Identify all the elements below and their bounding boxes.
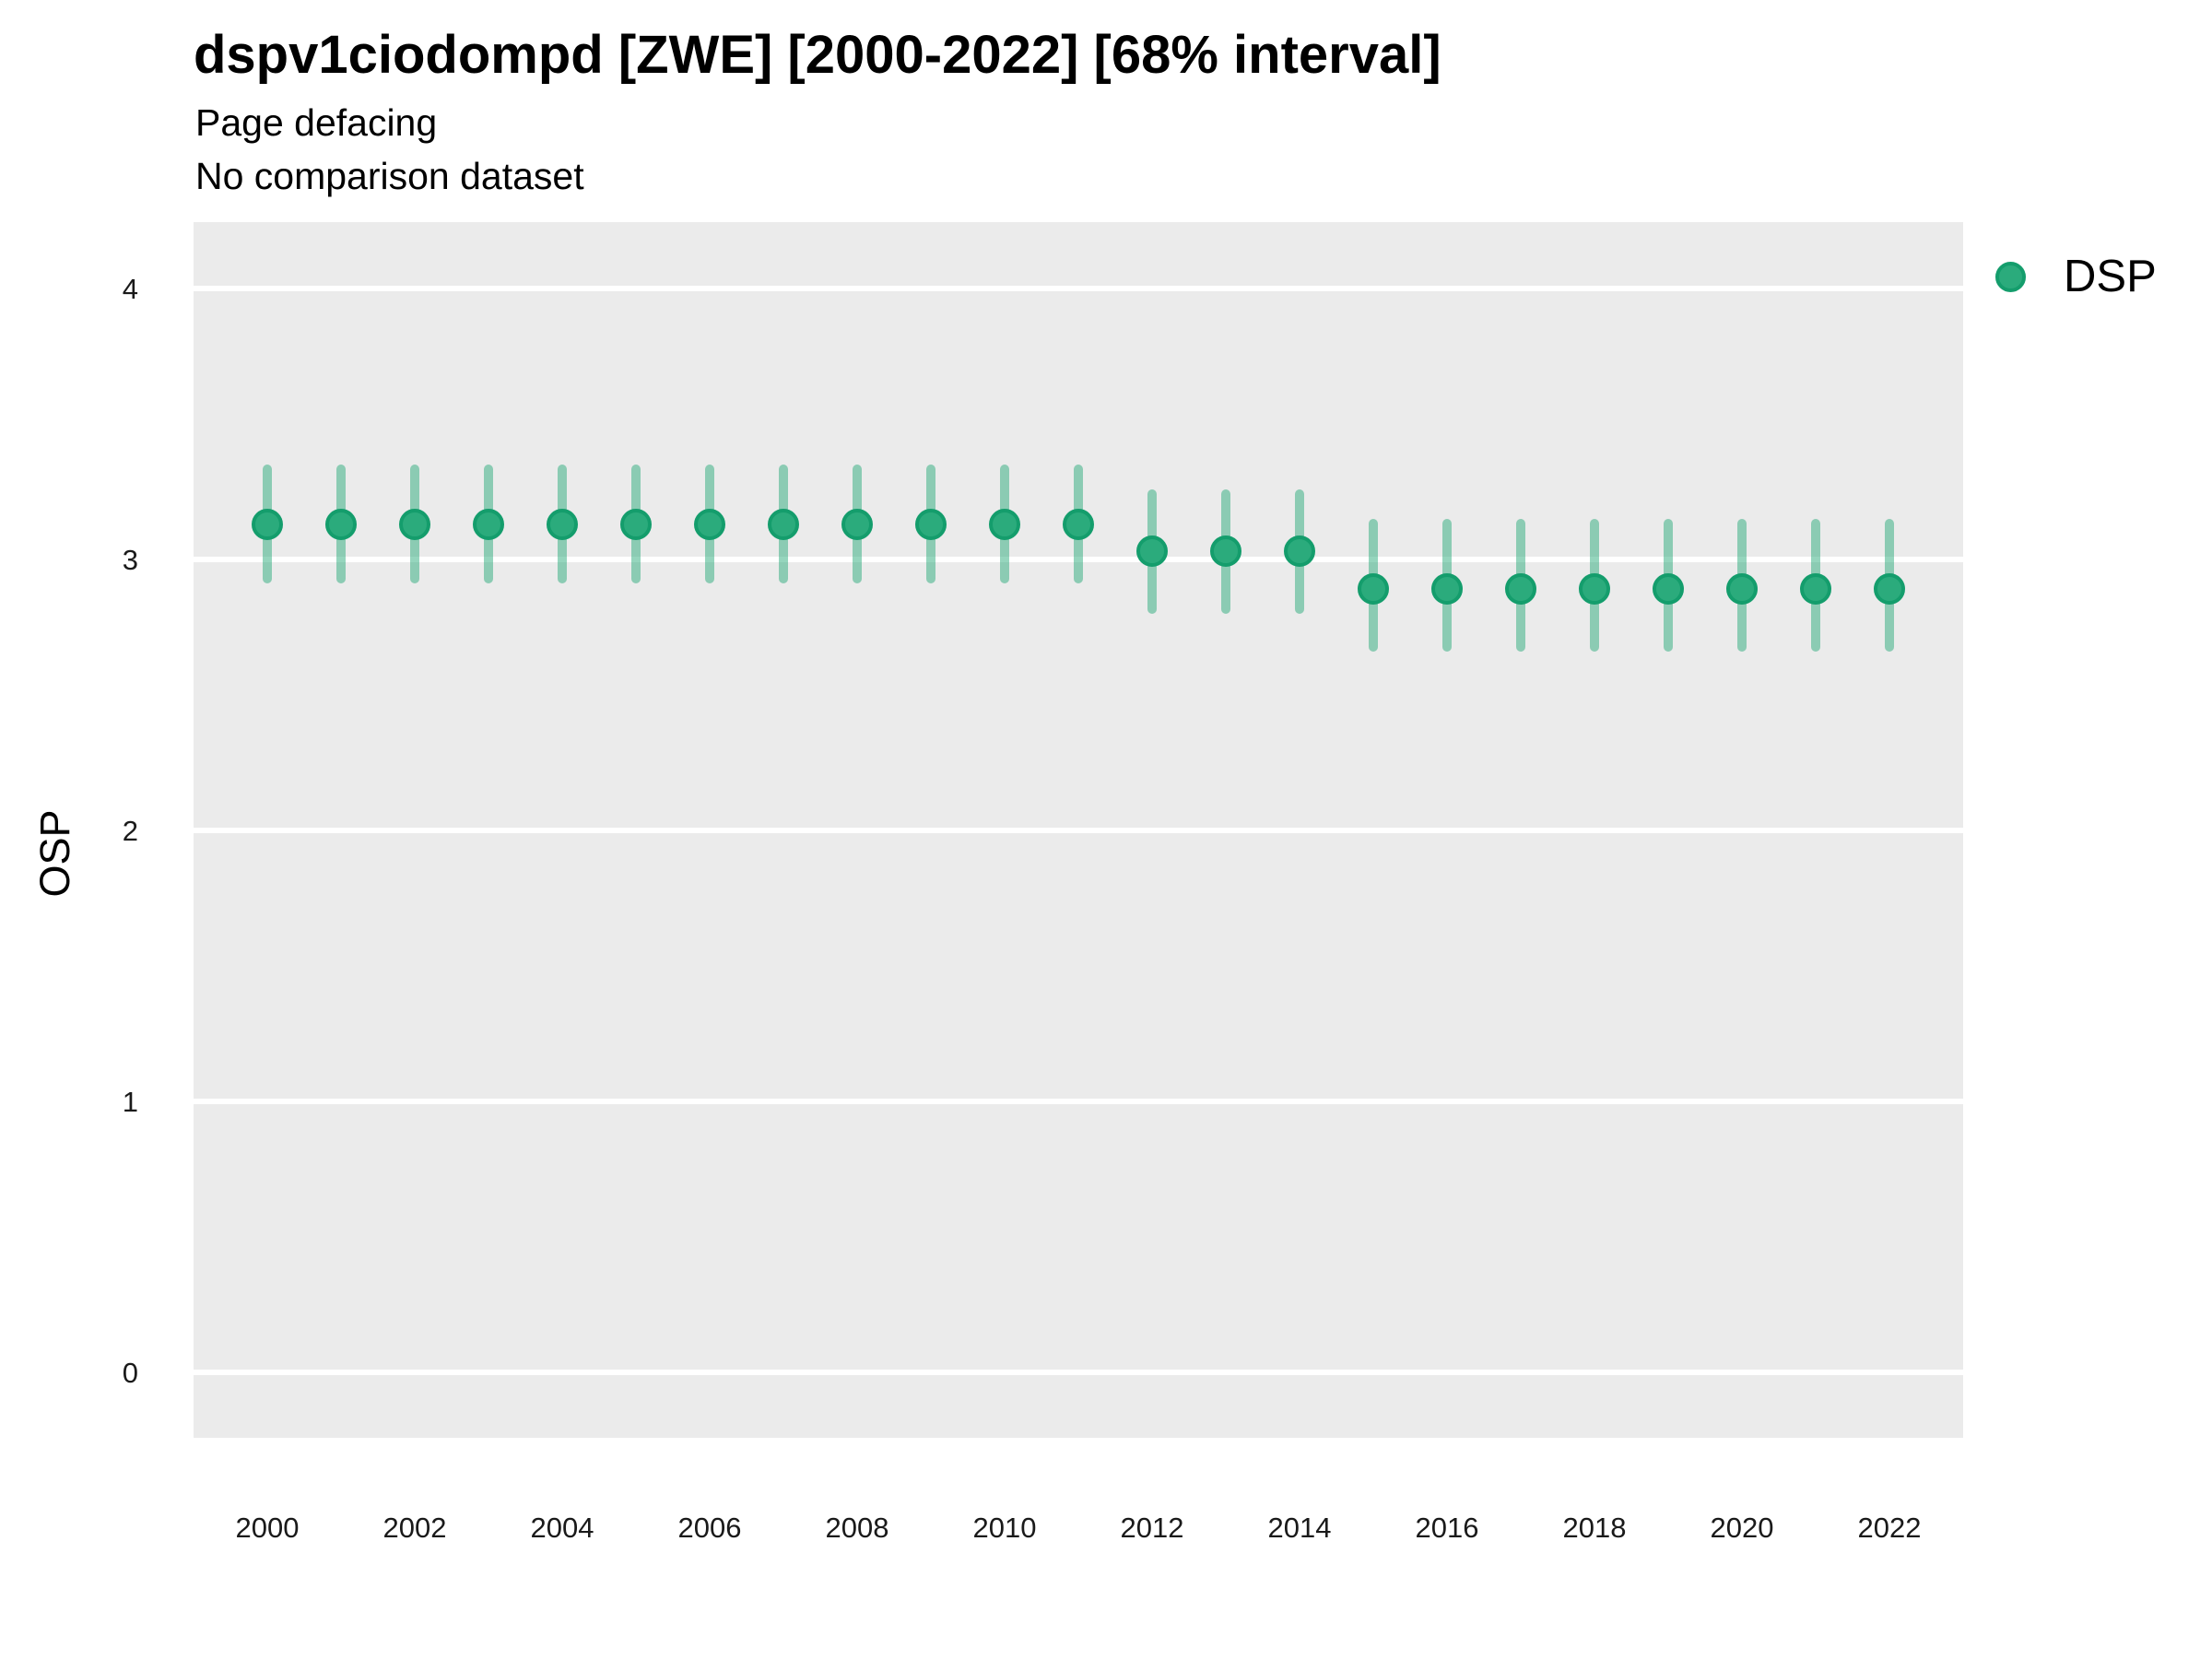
x-tick-label-2022: 2022	[1857, 1512, 1922, 1544]
x-tick-label-2000: 2000	[235, 1512, 300, 1544]
data-point-2021	[1800, 573, 1831, 606]
chart-subtitle: Page defacing	[195, 101, 438, 144]
x-tick-label-2006: 2006	[677, 1512, 742, 1544]
data-point-2000	[252, 508, 283, 540]
legend-label: DSP	[2064, 252, 2157, 301]
data-point-2001	[325, 508, 357, 540]
y-tick-label-0: 0	[122, 1356, 138, 1389]
data-point-2010	[989, 508, 1020, 540]
data-point-2015	[1358, 573, 1389, 606]
data-point-2019	[1653, 573, 1684, 606]
data-point-2013	[1210, 535, 1241, 568]
legend-point-icon	[1995, 261, 2026, 292]
data-point-2004	[547, 508, 578, 540]
data-point-2006	[694, 508, 725, 540]
data-point-2012	[1136, 535, 1168, 568]
y-tick-label-4: 4	[122, 273, 138, 305]
gridline-y-4	[194, 286, 1963, 291]
gridline-y-2	[194, 827, 1963, 833]
data-point-2005	[620, 508, 652, 540]
plot-panel	[194, 222, 1963, 1438]
x-tick-label-2016: 2016	[1415, 1512, 1479, 1544]
comparison-note: No comparison dataset	[195, 155, 584, 197]
data-point-2002	[399, 508, 430, 540]
x-tick-label-2010: 2010	[972, 1512, 1037, 1544]
gridline-y-0	[194, 1369, 1963, 1375]
y-axis-title: OSP	[31, 809, 78, 898]
data-point-2014	[1284, 535, 1315, 568]
data-point-2022	[1874, 573, 1905, 606]
data-point-2007	[768, 508, 799, 540]
data-point-2020	[1726, 573, 1758, 606]
data-point-2018	[1579, 573, 1610, 606]
chart-title: dspv1ciodompd [ZWE] [2000-2022] [68% int…	[194, 25, 1441, 85]
data-point-2017	[1505, 573, 1536, 606]
data-point-2009	[915, 508, 947, 540]
data-point-2008	[841, 508, 873, 540]
data-point-2011	[1063, 508, 1094, 540]
x-tick-label-2020: 2020	[1710, 1512, 1774, 1544]
x-tick-label-2004: 2004	[530, 1512, 594, 1544]
x-tick-label-2018: 2018	[1562, 1512, 1627, 1544]
x-tick-label-2012: 2012	[1120, 1512, 1184, 1544]
data-point-2016	[1431, 573, 1463, 606]
x-tick-label-2008: 2008	[825, 1512, 889, 1544]
gridline-y-1	[194, 1098, 1963, 1104]
x-tick-label-2002: 2002	[382, 1512, 447, 1544]
data-point-2003	[473, 508, 504, 540]
y-tick-label-3: 3	[122, 544, 138, 576]
x-tick-label-2014: 2014	[1267, 1512, 1332, 1544]
y-tick-label-1: 1	[122, 1085, 138, 1118]
legend-item-dsp: DSP	[1991, 251, 2157, 302]
y-tick-label-2: 2	[122, 814, 138, 847]
